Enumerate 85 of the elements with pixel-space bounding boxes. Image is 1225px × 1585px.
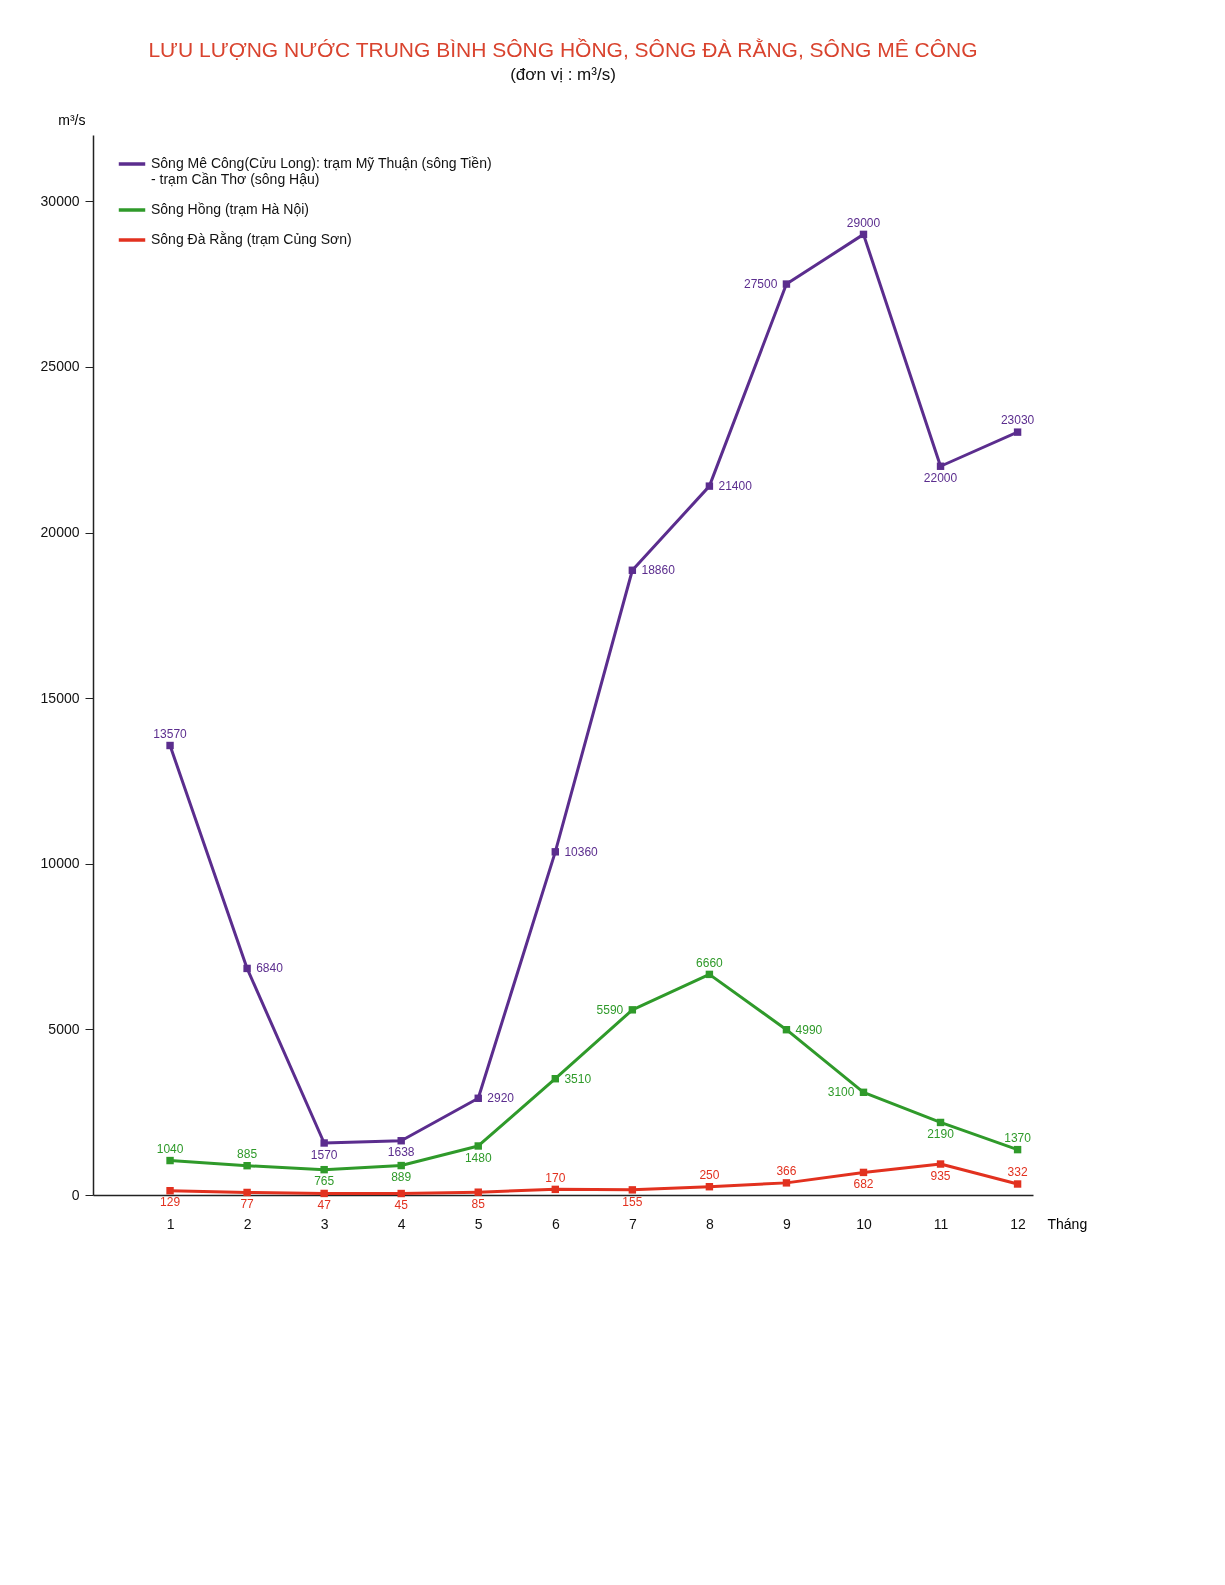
data-label: 4990 [795,1022,823,1037]
data-label: 332 [1007,1165,1028,1180]
point [166,1187,174,1195]
point [243,1161,251,1170]
data-label: 1480 [464,1150,492,1165]
x-tick-label: 9 [783,1215,792,1232]
x-tick-label: 7 [628,1215,637,1232]
x-tick-label: 3 [320,1215,329,1232]
data-label: 155 [622,1194,643,1209]
point [397,1189,405,1198]
data-label: 765 [314,1174,335,1189]
data-label: 10360 [564,844,599,859]
data-label: 250 [699,1168,720,1183]
point [320,1165,328,1174]
point [1013,428,1022,436]
point [628,1186,637,1194]
point [474,1188,482,1196]
data-label: 29000 [846,215,881,230]
point [936,1160,945,1168]
point [320,1189,328,1198]
x-tick-label: 1 [166,1215,175,1232]
point [551,848,559,856]
data-label: 682 [853,1177,874,1192]
data-label: 889 [391,1170,412,1185]
point [166,1156,174,1165]
y-tick-label: 15000 [40,689,80,706]
data-label: 885 [237,1147,258,1161]
x-tick-label: 4 [397,1215,406,1232]
data-label: 85 [471,1196,486,1211]
legend-label: Sông Mê Công(Cửu Long): trạm Mỹ Thuận (sông Tiền) - trạm Cần Thơ (sông Hậu) [151,155,492,187]
data-label: 3510 [564,1071,592,1086]
point [1013,1180,1022,1188]
point [474,1142,482,1150]
data-label: 5590 [596,1002,624,1017]
x-tick-label: 11 [933,1215,949,1232]
data-label: 13570 [153,726,188,741]
data-label: 77 [240,1197,255,1212]
data-label: 2190 [927,1127,955,1142]
y-tick-label: 10000 [40,855,80,872]
point [320,1139,328,1147]
y-tick-label: 25000 [40,358,80,375]
data-label: 366 [776,1164,797,1179]
data-label: 45 [394,1198,409,1213]
data-label: 935 [930,1168,951,1183]
y-axis-title: m³/s [58,111,86,128]
x-tick-label: 12 [1010,1215,1027,1232]
y-tick-label: 0 [71,1186,80,1203]
data-label: 1370 [1004,1130,1032,1145]
y-tick-label: 30000 [40,192,80,209]
data-label: 2920 [487,1091,515,1106]
point [243,1188,251,1197]
point [397,1137,405,1145]
data-label: 23030 [1000,413,1035,428]
x-tick-label: 8 [705,1215,714,1232]
data-label: 21400 [718,479,753,494]
data-label: 129 [160,1195,181,1210]
chart-subtitle: (đơn vị : m³/s) [510,65,616,84]
x-tick-label: 10 [856,1215,872,1232]
data-label: 170 [545,1170,566,1185]
y-tick-label: 20000 [40,524,80,540]
point [705,482,714,490]
point [628,1006,637,1014]
data-label: 27500 [743,277,778,292]
data-label: 1570 [310,1147,338,1162]
chart-title: LƯU LƯỢNG NƯỚC TRUNG BÌNH SÔNG HỒNG, SÔNG ĐÀ RẰNG, SÔNG MÊ CÔNG [148,38,978,61]
data-label: 6660 [696,955,724,970]
point [397,1161,405,1170]
data-label: 6840 [256,961,284,976]
y-tick-label: 5000 [48,1020,80,1037]
point [166,741,174,750]
data-label: 22000 [923,470,958,485]
point [243,964,251,973]
x-tick-label: 6 [551,1215,560,1232]
x-tick-label: 2 [243,1215,252,1232]
data-label: 1638 [387,1145,415,1160]
point [782,1179,791,1187]
legend-label: Sông Đà Rằng (trạm Củng Sơn) [151,231,352,247]
data-label: 47 [317,1198,332,1213]
x-tick-label: 5 [474,1215,483,1232]
data-label: 3100 [827,1085,855,1100]
legend-label: Sông Hồng (trạm Hà Nội) [151,201,309,217]
data-label: 18860 [641,563,676,578]
point [782,280,791,288]
x-axis-title: Tháng [1047,1215,1088,1232]
data-label: 1040 [156,1141,184,1156]
